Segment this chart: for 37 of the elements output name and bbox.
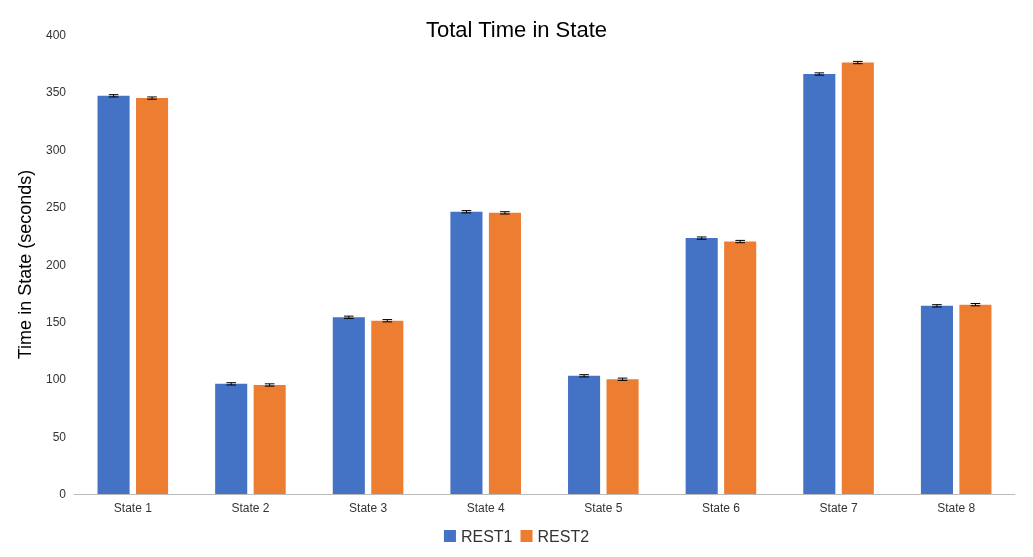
x-tick-label: State 3 <box>349 501 388 515</box>
x-tick-label: State 5 <box>584 501 623 515</box>
x-tick-label: State 1 <box>113 501 153 515</box>
bar <box>215 383 248 494</box>
bar <box>332 317 365 494</box>
y-tick-label: 250 <box>45 200 67 215</box>
bar <box>685 238 718 494</box>
y-tick-label: 400 <box>45 28 67 42</box>
bar <box>841 62 874 494</box>
y-tick-label: 150 <box>45 314 67 329</box>
bar <box>253 384 286 494</box>
chart-title: Total Time in State <box>426 16 607 42</box>
bar <box>568 375 601 494</box>
x-tick-label: State 6 <box>701 501 741 515</box>
legend-label: REST1 <box>460 527 513 545</box>
y-tick-label: 300 <box>45 142 67 157</box>
x-tick-label: State 7 <box>819 501 858 515</box>
bar <box>959 304 992 494</box>
y-tick-label: 50 <box>52 429 67 444</box>
bar <box>724 241 757 494</box>
bar <box>136 98 169 494</box>
y-tick-label: 200 <box>45 257 67 272</box>
legend-label: REST2 <box>537 527 590 545</box>
y-tick-label: 0 <box>59 487 67 501</box>
bar <box>371 320 404 494</box>
bar <box>450 211 483 494</box>
x-tick-label: State 4 <box>466 501 506 515</box>
bar <box>803 74 836 494</box>
bar <box>97 95 130 494</box>
bar <box>920 305 953 494</box>
x-tick-label: State 2 <box>231 501 270 515</box>
y-tick-label: 100 <box>45 372 67 387</box>
bar <box>606 379 639 494</box>
x-tick-label: State 8 <box>937 501 976 515</box>
y-tick-label: 350 <box>45 85 67 100</box>
y-axis-title: Time in State (seconds) <box>15 169 35 360</box>
bar <box>488 212 521 494</box>
